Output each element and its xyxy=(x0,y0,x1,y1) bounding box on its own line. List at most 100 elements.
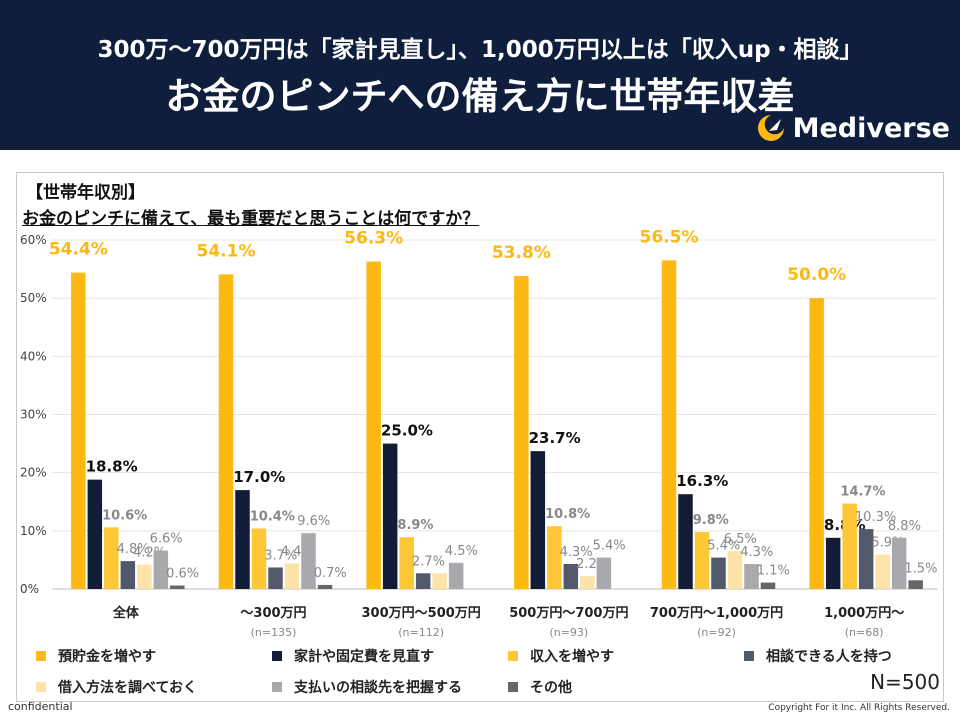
y-tick-label: 0% xyxy=(20,582,39,596)
bar-6 xyxy=(301,533,316,589)
bar-3 xyxy=(399,537,414,589)
legend-item: 預貯金を増やす xyxy=(36,646,156,666)
y-tick-label: 40% xyxy=(20,349,47,363)
bar-7 xyxy=(170,585,185,589)
data-label: 14.7% xyxy=(840,484,885,499)
chart-panel xyxy=(16,172,944,702)
bar-3 xyxy=(694,531,710,589)
data-label: 10.4% xyxy=(250,510,295,525)
data-label: 4.8% xyxy=(117,542,150,557)
category-sample-size: (n=112) xyxy=(398,626,444,639)
legend-item: その他 xyxy=(508,677,572,697)
header-banner: 300万〜700万円は「家計見直し」、1,000万円以上は「収入up・相談」 お… xyxy=(0,0,960,150)
bar-6 xyxy=(448,562,464,589)
y-tick-label: 50% xyxy=(20,291,47,305)
y-tick-label: 30% xyxy=(20,408,47,422)
bar-4 xyxy=(711,557,726,589)
data-label: 16.3% xyxy=(676,472,728,490)
bar-2 xyxy=(87,479,103,589)
data-label: 5.4% xyxy=(707,539,740,554)
bar-2 xyxy=(678,494,693,589)
bar-6 xyxy=(153,550,169,589)
data-label: 18.8% xyxy=(86,458,138,476)
legend-label: 収入を増やす xyxy=(530,649,614,665)
bar-4 xyxy=(858,529,874,589)
legend-label: 家計や固定費を見直す xyxy=(294,649,434,665)
bar-3 xyxy=(547,526,562,589)
bar-7 xyxy=(908,580,923,589)
bar-5 xyxy=(875,554,890,589)
brand-logo: Mediverse xyxy=(755,110,950,146)
bar-4 xyxy=(415,573,431,589)
legend-item: 家計や固定費を見直す xyxy=(272,646,434,666)
bar-5 xyxy=(727,551,743,589)
data-label: 0.7% xyxy=(314,566,347,581)
data-label: 9.6% xyxy=(297,514,330,529)
data-label: 1.5% xyxy=(904,561,937,576)
legend-item: 相談できる人を持つ xyxy=(744,646,892,666)
data-label: 54.1% xyxy=(197,241,256,261)
category-label: 500万円〜700万円 xyxy=(509,606,628,621)
category-sample-size: (n=92) xyxy=(697,626,736,639)
legend-label: 相談できる人を持つ xyxy=(766,649,892,665)
y-tick-label: 10% xyxy=(20,524,47,538)
bar-6 xyxy=(744,563,759,589)
data-label: 25.0% xyxy=(381,422,433,440)
legend-swatch xyxy=(272,682,282,692)
bar-3 xyxy=(251,528,267,589)
bar-2 xyxy=(235,490,250,589)
legend-swatch xyxy=(744,651,754,661)
sample-size: N=500 xyxy=(870,670,940,694)
header-title: お金のピンチへの備え方に世帯年収差 xyxy=(165,75,795,118)
legend-item: 収入を増やす xyxy=(508,646,614,666)
bar-1 xyxy=(514,276,529,589)
legend-item: 支払いの相談先を把握する xyxy=(272,677,462,697)
bar-4 xyxy=(268,567,283,589)
bar-5 xyxy=(432,573,447,589)
data-label: 10.6% xyxy=(102,508,147,523)
data-label: 8.9% xyxy=(397,518,433,533)
data-label: 10.3% xyxy=(855,510,896,525)
data-label: 4.3% xyxy=(560,545,593,560)
bar-6 xyxy=(891,537,907,589)
data-label: 3.7% xyxy=(264,548,297,563)
copyright-notice: Copyright For it Inc. All Rights Reserve… xyxy=(768,703,950,713)
question-tag: 【世帯年収別】 xyxy=(26,183,145,203)
data-label: 4.3% xyxy=(740,545,773,560)
data-label: 9.8% xyxy=(693,513,729,528)
bar-4 xyxy=(563,563,579,589)
category-sample-size: (n=135) xyxy=(251,626,297,639)
bar-3 xyxy=(104,527,119,589)
bar-2 xyxy=(530,451,546,589)
legend-label: 支払いの相談先を把握する xyxy=(294,680,462,696)
data-label: 6.5% xyxy=(724,532,757,547)
data-label: 1.1% xyxy=(757,564,790,579)
brand-name: Mediverse xyxy=(792,112,950,144)
legend-swatch xyxy=(36,651,46,661)
bar-1 xyxy=(366,261,381,589)
y-tick-label: 20% xyxy=(20,466,47,480)
bar-2 xyxy=(825,537,841,589)
question-text: お金のピンチに備えて、最も重要だと思うことは何ですか？ xyxy=(22,209,480,229)
bar-7 xyxy=(317,584,333,589)
data-label: 50.0% xyxy=(787,265,846,285)
bar-1 xyxy=(218,274,234,589)
bar-4 xyxy=(120,561,136,589)
rocket-moon-icon xyxy=(757,115,784,141)
legend-label: その他 xyxy=(530,680,572,696)
bar-5 xyxy=(137,564,152,589)
bar-1 xyxy=(809,298,824,589)
category-label: 300万円〜500万円 xyxy=(362,606,481,621)
header-subtitle: 300万〜700万円は「家計見直し」、1,000万円以上は「収入up・相談」 xyxy=(97,37,863,63)
legend-item: 借入方法を調べておく xyxy=(36,677,197,697)
bar-1 xyxy=(71,272,86,589)
category-label: 全体 xyxy=(112,605,140,621)
bar-7 xyxy=(760,582,776,589)
category-sample-size: (n=93) xyxy=(549,626,588,639)
y-tick-label: 60% xyxy=(20,233,47,247)
legend-label: 借入方法を調べておく xyxy=(58,680,198,696)
category-sample-size: (n=68) xyxy=(845,626,884,639)
data-label: 5.4% xyxy=(593,539,626,554)
legend-swatch xyxy=(508,651,518,661)
